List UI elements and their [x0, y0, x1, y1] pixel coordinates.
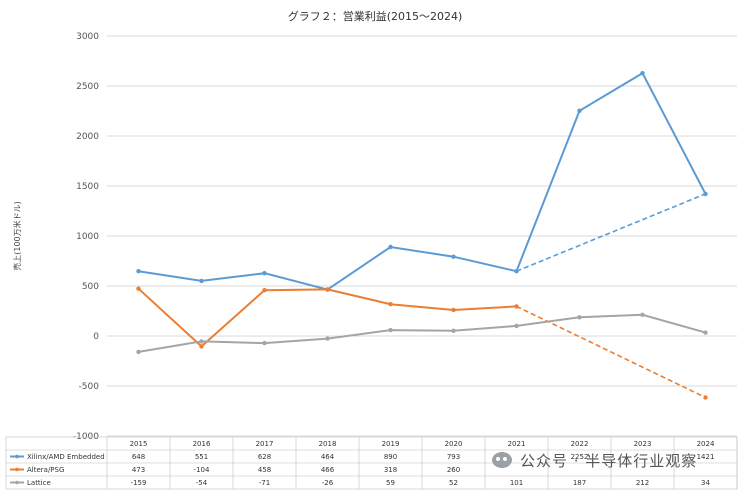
- y-tick-label: 1500: [76, 182, 99, 192]
- data-label: -104: [194, 466, 210, 474]
- data-label: 628: [258, 453, 271, 461]
- data-label: 34: [701, 479, 710, 487]
- data-label: 101: [510, 479, 523, 487]
- x-tick-label: 2018: [319, 440, 337, 448]
- data-point: [703, 395, 708, 400]
- data-label: 1421: [697, 453, 715, 461]
- x-tick-label: 2023: [634, 440, 652, 448]
- y-tick-label: -500: [79, 382, 100, 392]
- data-point: [388, 327, 393, 333]
- data-label: 59: [386, 479, 395, 487]
- data-label: 473: [132, 466, 145, 474]
- data-label: 458: [258, 466, 271, 474]
- chart-title: グラフ２：営業利益(2015〜2024): [288, 9, 463, 23]
- y-tick-label: 3000: [76, 32, 99, 42]
- y-tick-label: 0: [93, 332, 99, 342]
- data-label: 890: [384, 453, 397, 461]
- data-point: [136, 349, 141, 355]
- x-tick-label: 2016: [193, 440, 211, 448]
- legend-entry: Altera/PSG: [27, 466, 64, 474]
- data-point: [640, 312, 645, 317]
- series-line: [138, 313, 706, 353]
- data-point: [262, 271, 267, 276]
- x-tick-label: 2022: [571, 440, 589, 448]
- data-label: 187: [573, 479, 586, 487]
- data-point: [514, 304, 519, 309]
- data-point: [136, 286, 141, 291]
- wechat-icon: [492, 452, 512, 468]
- legend-marker: [15, 467, 19, 472]
- data-point: [514, 323, 519, 329]
- data-table: 2015 2016 2017 2018 2019 2020 2021 2022 2023 2024…: [5, 436, 738, 490]
- data-point: [325, 287, 330, 292]
- data-label: 260: [447, 466, 460, 474]
- legend-entry: Lattice: [27, 479, 51, 487]
- legend-marker: [15, 454, 19, 459]
- data-point: [199, 339, 204, 344]
- data-label: -54: [196, 479, 208, 487]
- data-label: 2252: [571, 453, 589, 461]
- x-tick-label: 2015: [130, 440, 148, 448]
- data-point: [199, 344, 204, 349]
- data-label: -26: [322, 479, 334, 487]
- data-point: [388, 302, 393, 307]
- data-point: [451, 307, 456, 313]
- data-point: [514, 269, 519, 274]
- data-point: [577, 108, 582, 114]
- x-tick-label: 2020: [445, 440, 463, 448]
- y-tick-label: 2000: [76, 132, 99, 142]
- watermark-text: 公众号 · 半导体行业观察: [520, 452, 698, 470]
- x-tick-label: 2021: [508, 440, 526, 448]
- data-point: [262, 340, 267, 346]
- data-point: [136, 269, 141, 274]
- data-point: [451, 328, 456, 333]
- data-point: [577, 315, 582, 320]
- x-tick-label: 2024: [697, 440, 715, 448]
- x-tick-label: 2019: [382, 440, 400, 448]
- y-tick-label: 1000: [76, 232, 99, 242]
- series-line: [138, 71, 707, 291]
- projection-line: [516, 193, 706, 272]
- legend-entry: Xilinx/AMD Embedded: [27, 453, 105, 461]
- data-label: 466: [321, 466, 335, 474]
- y-axis-label: 売上(100万米ドル): [12, 201, 22, 271]
- data-label: -71: [259, 479, 270, 487]
- legend-marker: [15, 480, 19, 485]
- series-lines: [136, 71, 708, 400]
- data-label: 52: [449, 479, 458, 487]
- data-point: [325, 336, 330, 341]
- projection-line: [516, 305, 706, 399]
- y-tick-label: 500: [82, 282, 99, 292]
- x-tick-label: 2017: [256, 440, 274, 448]
- gridlines: [107, 35, 737, 437]
- data-label: 648: [132, 453, 145, 461]
- data-point: [262, 288, 267, 293]
- data-label: 793: [447, 453, 460, 461]
- data-label: 212: [636, 479, 649, 487]
- data-point: [703, 191, 708, 197]
- y-tick-label: 2500: [76, 82, 99, 92]
- data-label: 551: [195, 453, 208, 461]
- data-point: [703, 330, 708, 335]
- data-point: [388, 244, 393, 250]
- data-point: [640, 71, 645, 76]
- data-point: [451, 254, 456, 259]
- data-label: 318: [384, 466, 397, 474]
- data-label: -159: [131, 479, 147, 487]
- data-label: 464: [321, 453, 335, 461]
- data-point: [199, 278, 204, 284]
